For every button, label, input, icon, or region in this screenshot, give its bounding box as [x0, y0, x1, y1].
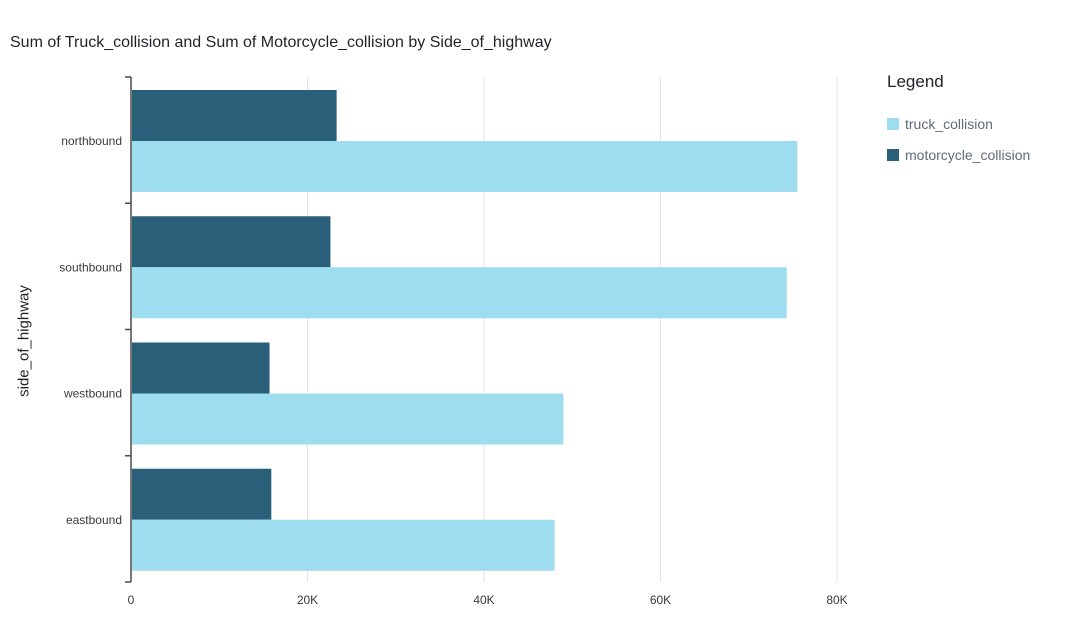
- axes: 0 20K 40K 60K 80K northbound southbound westbou…: [59, 76, 848, 607]
- x-tick-label-0: 0: [128, 593, 135, 607]
- legend-swatch-motorcycle-collision: [887, 148, 899, 161]
- bar-truck-collision-southbound[interactable]: [132, 267, 787, 319]
- y-tick-label-eastbound: eastbound: [66, 513, 122, 527]
- bar-motorcycle-collision-eastbound[interactable]: [132, 468, 272, 520]
- legend-item-motorcycle-collision[interactable]: motorcycle_collision: [887, 139, 1030, 170]
- x-tick-label-60k: 60K: [650, 593, 671, 607]
- y-tick-label-northbound: northbound: [61, 134, 122, 148]
- legend-item-truck-collision[interactable]: truck_collision: [887, 108, 1030, 139]
- legend-title: Legend: [887, 72, 944, 91]
- y-axis-label: side_of_highway: [15, 285, 33, 397]
- x-tick-label-40k: 40K: [473, 593, 494, 607]
- chart-title: Sum of Truck_collision and Sum of Motorc…: [10, 34, 552, 51]
- x-tick-label-80k: 80K: [826, 593, 847, 607]
- bar-motorcycle-collision-westbound[interactable]: [132, 342, 270, 394]
- bar-truck-collision-eastbound[interactable]: [132, 519, 555, 571]
- bars: [132, 90, 798, 571]
- legend: Legend truck_collision motorcycle_collis…: [887, 72, 1030, 170]
- bar-truck-collision-westbound[interactable]: [132, 393, 564, 445]
- y-tick-label-westbound: westbound: [63, 387, 122, 401]
- bar-truck-collision-northbound[interactable]: [132, 141, 798, 192]
- legend-swatch-truck-collision: [887, 117, 899, 130]
- legend-label-truck-collision: truck_collision: [905, 115, 993, 132]
- legend-label-motorcycle-collision: motorcycle_collision: [905, 146, 1031, 163]
- y-tick-label-southbound: southbound: [59, 260, 122, 274]
- bar-motorcycle-collision-southbound[interactable]: [132, 216, 331, 268]
- bar-motorcycle-collision-northbound[interactable]: [132, 90, 337, 141]
- x-tick-label-20k: 20K: [297, 593, 318, 607]
